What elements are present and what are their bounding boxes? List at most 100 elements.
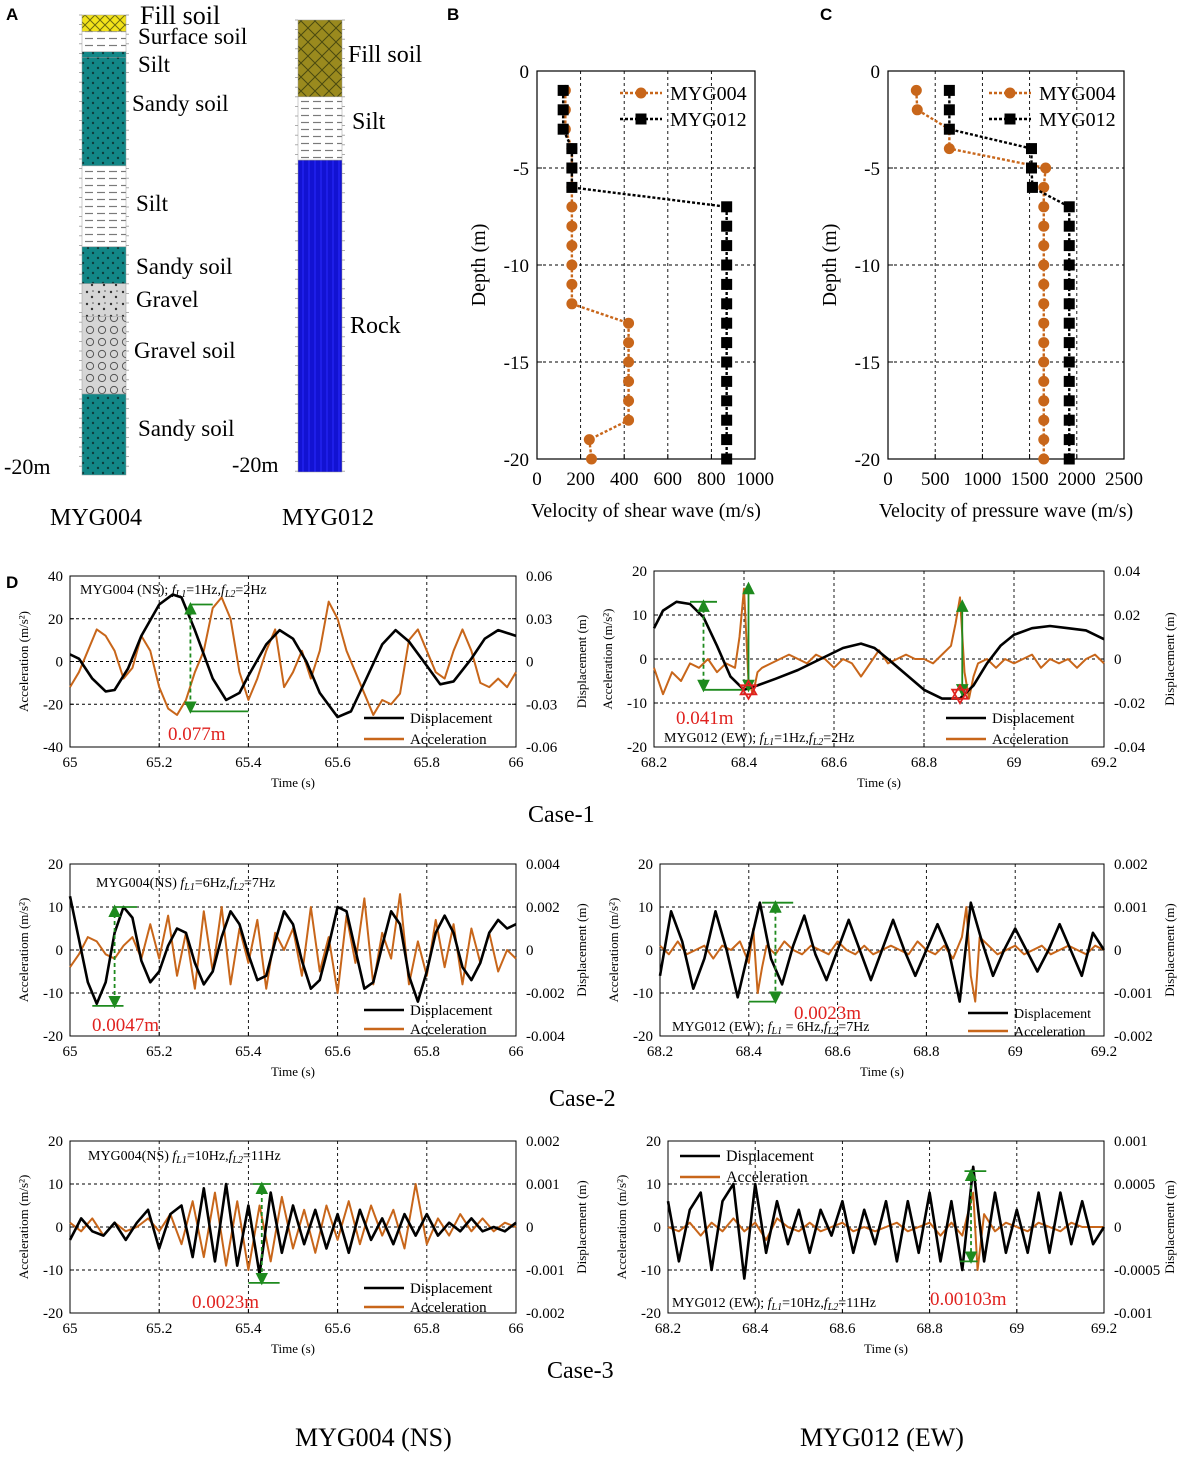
title-part: L2 — [224, 589, 236, 600]
y-tick-label: 10 — [48, 1177, 63, 1193]
y2-tick-label: -0.001 — [1114, 986, 1153, 1002]
data-point-myg004 — [1040, 162, 1052, 174]
x-tick-label: 65.2 — [146, 1044, 172, 1060]
data-point-myg004 — [623, 356, 635, 368]
y2-tick-label: 0.04 — [1114, 564, 1141, 580]
y-tick-label: 40 — [48, 569, 63, 585]
y-tick-label: -15 — [504, 353, 529, 374]
y2-axis-label: Displacement (m) — [574, 1180, 589, 1274]
layer-label: Sandy soil — [138, 416, 234, 441]
y-tick-label: 0 — [520, 62, 530, 83]
title-part: f — [824, 1296, 830, 1311]
y-axis-label: Depth (m) — [468, 224, 490, 307]
y-tick-label: 0 — [56, 655, 64, 671]
y-tick-label: -10 — [504, 256, 529, 277]
series-line-displacement — [69, 593, 517, 719]
chart-case2-myg012: 68.2 68.4 68.6 68.8 69 69.2 -20 -10 0 10 20 -0.002 -… — [606, 857, 1177, 1079]
chart-title: MYG012 (EW); fL1 = 6Hz,fL2=7Hz — [672, 1020, 870, 1037]
layer-label: Silt — [352, 109, 386, 135]
data-point-myg004 — [1038, 434, 1050, 446]
data-point-myg012 — [1063, 395, 1075, 407]
data-point-myg012 — [557, 123, 569, 135]
data-point-myg004 — [623, 414, 635, 426]
amplitude-annotation: 0.0023m — [794, 1003, 861, 1024]
y2-tick-label: 0.002 — [526, 1134, 560, 1150]
layer-silt — [81, 165, 127, 248]
y2-tick-label: 0 — [526, 943, 534, 959]
title-part: f — [172, 1149, 178, 1164]
legend-marker — [1004, 113, 1016, 125]
data-point-myg012 — [1025, 143, 1037, 155]
data-point-myg004 — [1038, 259, 1050, 271]
layer-silt — [297, 96, 343, 161]
layer-sandy — [81, 51, 127, 58]
series-line-displacement — [658, 901, 1106, 1003]
borehole-myg004-name: MYG004 — [50, 505, 142, 531]
data-point-myg004 — [1038, 317, 1050, 329]
legend-label: Displacement — [410, 711, 493, 727]
y-tick-label: -10 — [627, 696, 647, 712]
case-label-2: Case-2 — [549, 1086, 616, 1112]
legend-label: Acceleration — [992, 732, 1069, 748]
y-tick-label: 10 — [646, 1177, 661, 1193]
amplitude-annotation: 0.0023m — [192, 1292, 259, 1313]
amplitude-annotation: 0.00103m — [930, 1289, 1007, 1310]
y2-tick-label: -0.0005 — [1114, 1263, 1160, 1279]
y2-axis-label: Displacement (m) — [1162, 612, 1177, 706]
data-point-myg012 — [721, 278, 733, 290]
x-tick-label: 68.6 — [829, 1321, 856, 1337]
y-tick-label: 10 — [48, 900, 63, 916]
y-tick-label: -5 — [513, 159, 529, 180]
y-tick-label: -10 — [43, 986, 63, 1002]
x-tick-label: 65.8 — [414, 755, 440, 771]
data-point-myg012 — [721, 414, 733, 426]
bottom-label-myg012: MYG012 (EW) — [800, 1423, 964, 1452]
y-tick-label: -10 — [633, 986, 653, 1002]
data-point-myg012 — [1063, 375, 1075, 387]
data-point-myg012 — [1026, 181, 1038, 193]
title-part: L2 — [812, 737, 824, 748]
y-tick-label: 0 — [646, 943, 654, 959]
title-part: MYG012 (EW); — [664, 731, 760, 746]
legend-label: Displacement — [410, 1281, 493, 1297]
y2-tick-label: -0.002 — [526, 1306, 565, 1322]
series-line-displacement — [68, 895, 517, 1006]
series-line-myg012 — [561, 90, 728, 459]
x-tick-label: 66 — [509, 755, 525, 771]
layer-sandy — [81, 246, 127, 284]
y-tick-label: -20 — [855, 450, 880, 471]
y2-axis-label: Displacement (m) — [574, 615, 589, 709]
x-tick-label: 0 — [883, 469, 893, 490]
x-tick-label: 2500 — [1105, 469, 1143, 490]
x-axis-label: Time (s) — [857, 775, 901, 790]
data-point-myg012 — [1063, 337, 1075, 349]
title-part: L1 — [183, 882, 195, 893]
data-point-myg012 — [943, 123, 955, 135]
title-part: f — [180, 876, 186, 891]
data-point-myg004 — [623, 337, 635, 349]
data-point-myg012 — [721, 434, 733, 446]
y-tick-label: -10 — [855, 256, 880, 277]
data-point-myg004 — [623, 317, 635, 329]
chart-case1-myg012: 68.2 68.4 68.6 68.8 69 69.2 -20 -10 0 10 20 -0.04 -0… — [600, 564, 1177, 790]
x-tick-label: 68.2 — [655, 1321, 681, 1337]
x-tick-label: 66 — [509, 1321, 525, 1337]
y-tick-label: 0 — [871, 62, 881, 83]
legend-label: Acceleration — [410, 1022, 487, 1038]
y2-tick-label: -0.001 — [526, 1263, 565, 1279]
chart-case2-myg004: 65 65.2 65.4 65.6 65.8 66 -20 -10 0 10 20 -0.004 -0.… — [16, 857, 589, 1079]
layer-label: Fill soil — [140, 1, 220, 30]
data-point-myg004 — [1038, 240, 1050, 252]
case-label-1: Case-1 — [528, 802, 595, 828]
title-part: f — [768, 1020, 774, 1035]
legend-label: MYG012 — [1039, 109, 1116, 131]
panel-label-a: A — [6, 5, 18, 24]
title-part: L2 — [232, 882, 244, 893]
y2-tick-label: 0 — [526, 1220, 534, 1236]
legend-marker — [635, 87, 647, 99]
y-tick-label: -15 — [855, 353, 880, 374]
data-point-myg004 — [566, 298, 578, 310]
x-tick-label: 68.8 — [916, 1321, 942, 1337]
legend-label: MYG004 — [1039, 83, 1116, 105]
